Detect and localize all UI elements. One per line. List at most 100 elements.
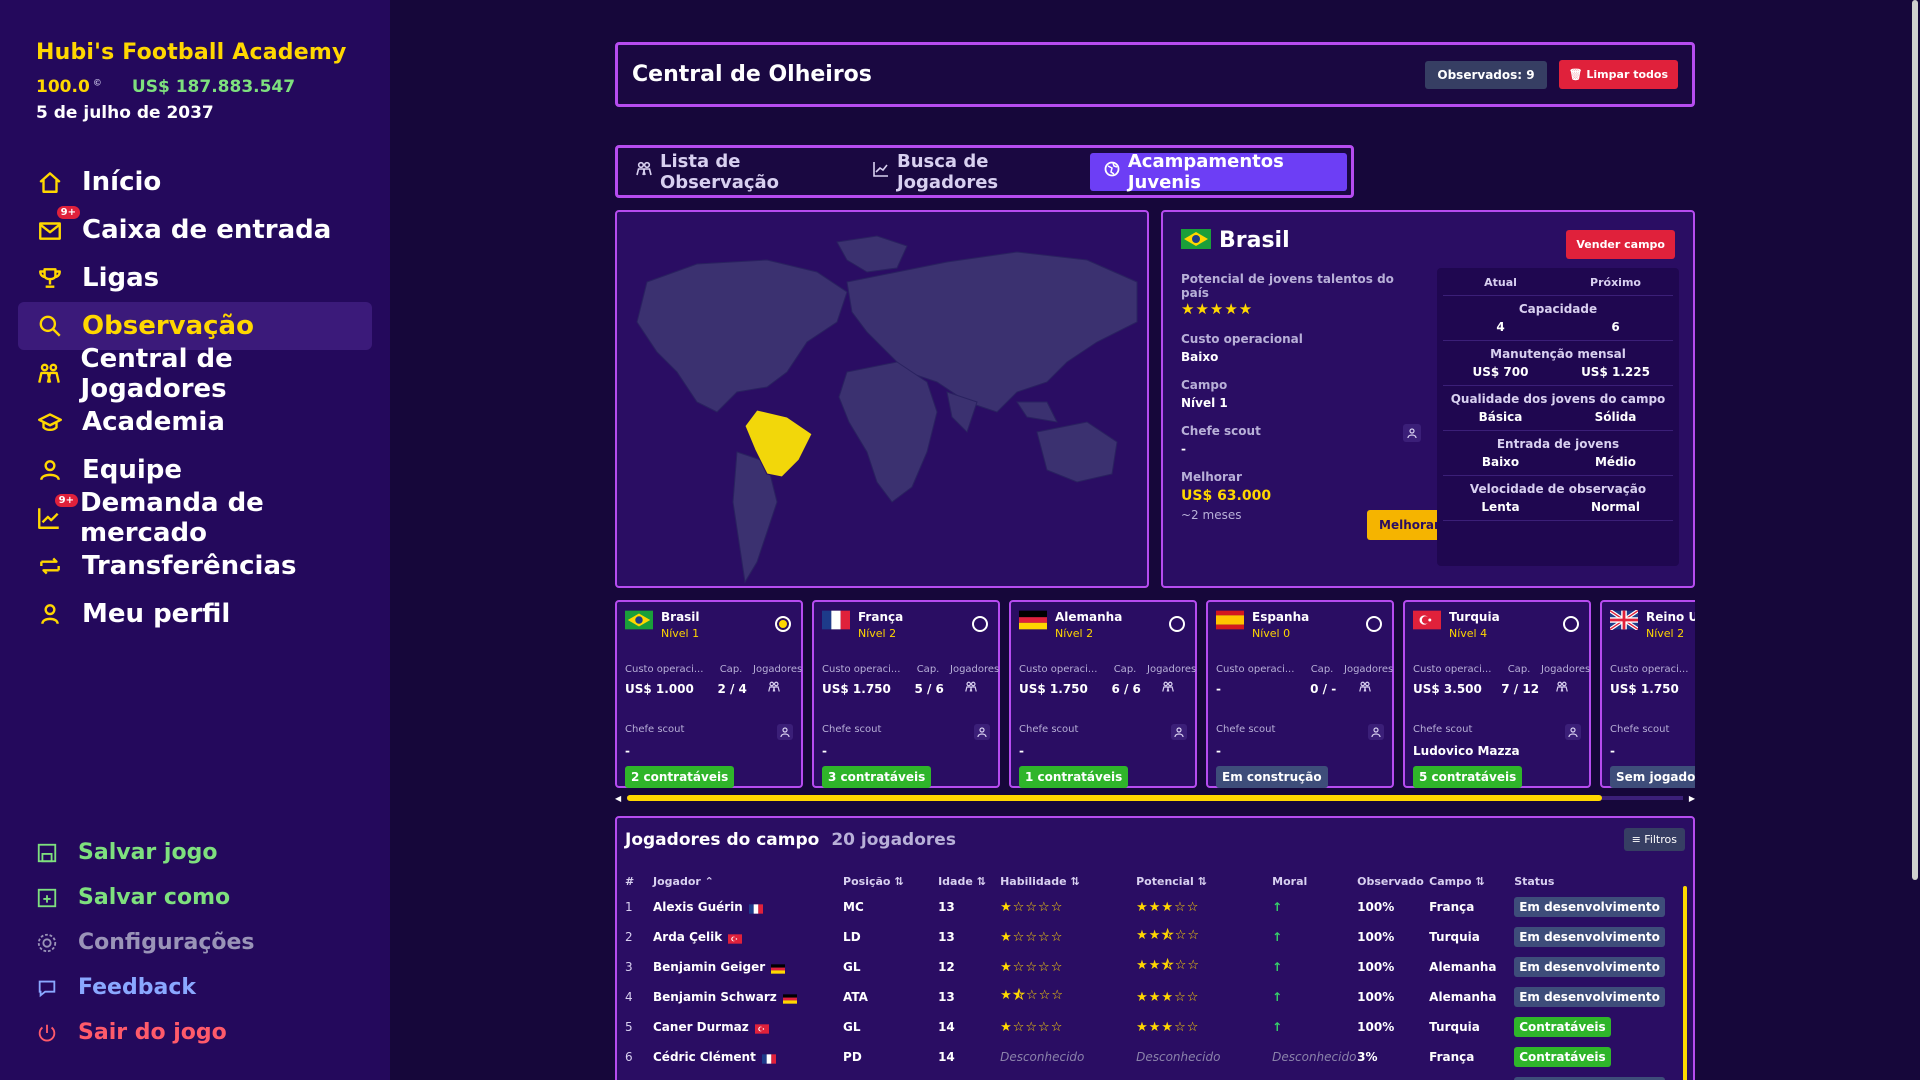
column-header[interactable]: Idade ⇅ [938,874,986,888]
player-position: GL [843,960,861,974]
tab-youth-camps[interactable]: Acampamentos Juvenis [1089,151,1348,193]
player-position: MC [843,900,864,914]
camp-select-radio[interactable] [775,616,791,632]
potential-stars: ★★⯪☆☆ [1136,928,1201,943]
player-camp: França [1429,1050,1475,1064]
table-row[interactable]: 3 Benjamin Geiger GL 12 ★☆☆☆☆ ★★⯪☆☆ ↑ 100% Alema… [625,952,1665,982]
player-age: 14 [938,1050,955,1064]
players-icon[interactable] [1148,681,1187,696]
table-row[interactable]: 1 Alexis Guérin MC 13 ★☆☆☆☆ ★★★☆☆ ↑ 100% França E… [625,892,1665,922]
sidebar-item-trophy[interactable]: Ligas [18,254,372,302]
player-name[interactable]: Cédric Clément [653,1042,843,1072]
camp-country: Reino Un [1646,610,1695,624]
scrollbar-thumb[interactable] [627,795,1602,801]
camp-card[interactable]: Turquia Nível 4 Custo operaci... Cap. Jogado… [1403,600,1591,788]
settings-icon [36,932,58,954]
head-scout-value: - [1181,442,1186,456]
sidebar-item-academy[interactable]: Academia [18,398,372,446]
assign-scout-icon[interactable] [777,724,793,740]
players-icon[interactable] [951,681,990,696]
column-header: # [625,874,635,888]
column-header[interactable]: Posição ⇅ [843,874,904,888]
column-header[interactable]: Campo ⇅ [1429,874,1485,888]
camp-card[interactable]: Brasil Nível 1 Custo operaci... Cap. Jogador… [615,600,803,788]
sidebar-item-players[interactable]: Central de Jogadores [18,344,372,404]
assign-scout-icon[interactable] [1565,724,1581,740]
sidebar-item-market[interactable]: 9+ Demanda de mercado [18,488,372,548]
player-name[interactable]: Arda Çelik [653,922,843,952]
players-icon[interactable] [1542,681,1581,696]
page-title: Central de Olheiros [632,62,872,87]
save-as-icon [36,887,58,909]
camp-select-radio[interactable] [972,616,988,632]
table-scrollbar[interactable] [1683,868,1689,1080]
players-icon[interactable] [1345,681,1384,696]
player-age: 13 [938,990,955,1004]
status-badge: Em desenvolvimento [1514,922,1665,952]
observed-percent: 100% [1357,900,1395,914]
next-value: Médio [1594,455,1637,469]
camp-select-radio[interactable] [1563,616,1579,632]
camp-card[interactable]: Alemanha Nível 2 Custo operaci... Cap. Jogad… [1009,600,1197,788]
sidebar-action-settings[interactable]: Configurações [36,920,255,965]
player-name[interactable]: Caner Durmaz [653,1012,843,1042]
sell-camp-button[interactable]: Vender campo [1566,230,1675,259]
window-scrollbar[interactable] [1910,0,1920,1080]
player-camp: Turquia [1429,930,1480,944]
column-header: Observado [1357,874,1424,888]
table-row[interactable]: 6 Cédric Clément PD 14 Desconhecido Desconhec… [625,1042,1665,1072]
clear-all-button[interactable]: 🗑 Limpar todos [1558,60,1678,89]
row-number: 7 [625,1072,653,1080]
sidebar-item-team[interactable]: Equipe [18,446,372,494]
tab-player-search[interactable]: Busca de Jogadores [859,151,1084,193]
camp-status-badge: Em construção [1216,766,1328,788]
observed-count: Observados: 9 [1425,60,1547,89]
table-row[interactable]: 4 Benjamin Schwarz ATA 13 ★⯪☆☆☆ ★★★☆☆ ↑ 100% Ale… [625,982,1665,1012]
assign-scout-icon[interactable] [1368,724,1384,740]
moral-up-icon: ↑ [1272,990,1283,1004]
camp-cards: Brasil Nível 1 Custo operaci... Cap. Jogador… [615,600,1695,790]
sidebar-item-search[interactable]: Observação [18,302,372,350]
moral-up-icon: ↑ [1272,930,1283,944]
tab-watchlist[interactable]: Lista de Observação [622,151,853,193]
sidebar-item-inbox[interactable]: 9+ Caixa de entrada [18,206,372,254]
table-row[interactable]: 5 Caner Durmaz GL 14 ★☆☆☆☆ ★★★☆☆ ↑ 100% Turquia C… [625,1012,1665,1042]
player-age: 12 [938,960,955,974]
sidebar-action-power[interactable]: Sair do jogo [36,1010,255,1055]
players-icon[interactable] [754,681,793,696]
camp-select-radio[interactable] [1169,616,1185,632]
player-name[interactable]: Cenk Uysal [653,1072,843,1080]
sidebar-item-transfers[interactable]: Transferências [18,542,372,590]
sidebar-item-profile[interactable]: Meu perfil [18,590,372,638]
camp-card[interactable]: França Nível 2 Custo operaci... Cap. Jogador… [812,600,1000,788]
assign-scout-icon[interactable] [1403,424,1421,442]
scroll-left-icon[interactable]: ◀ [615,794,622,803]
sidebar-action-save-as[interactable]: Salvar como [36,875,255,920]
assign-scout-icon[interactable] [974,724,990,740]
sidebar-item-home[interactable]: Início [18,158,372,206]
camp-card[interactable]: Espanha Nível 0 Custo operaci... Cap. Jogado… [1206,600,1394,788]
column-header[interactable]: Jogador ⌃ [653,874,714,888]
next-value: 6 [1611,320,1620,334]
player-name[interactable]: Alexis Guérin [653,892,843,922]
column-header[interactable]: Potencial ⇅ [1136,874,1207,888]
player-name[interactable]: Benjamin Geiger [653,952,843,982]
camp-scout: - [1610,744,1615,758]
sidebar-action-save[interactable]: Salvar jogo [36,830,255,875]
market-icon: 9+ [36,494,78,532]
camps-scrollbar[interactable]: ◀ ▶ [615,794,1695,803]
table-row[interactable]: 2 Arda Çelik LD 13 ★☆☆☆☆ ★★⯪☆☆ ↑ 100% Turquia Em … [625,922,1665,952]
world-map[interactable] [615,210,1149,588]
table-row[interactable]: 7Cenk UysalME13★☆☆☆☆★★★☆☆↑100%TurquiaEm … [625,1072,1665,1080]
scroll-right-icon[interactable]: ▶ [1688,794,1695,803]
camp-status-badge: 1 contratáveis [1019,766,1129,788]
camp-select-radio[interactable] [1366,616,1382,632]
skill-stars: ★☆☆☆☆ [1000,929,1064,945]
column-header[interactable]: Habilidade ⇅ [1000,874,1080,888]
player-name[interactable]: Benjamin Schwarz [653,982,843,1012]
players-table: # Jogador ⌃ Posição ⇅ Idade ⇅ Habilidade ⇅ Po… [625,870,1665,1080]
assign-scout-icon[interactable] [1171,724,1187,740]
sidebar-action-feedback[interactable]: Feedback [36,965,255,1010]
filter-button[interactable]: ≡ Filtros [1623,828,1685,851]
